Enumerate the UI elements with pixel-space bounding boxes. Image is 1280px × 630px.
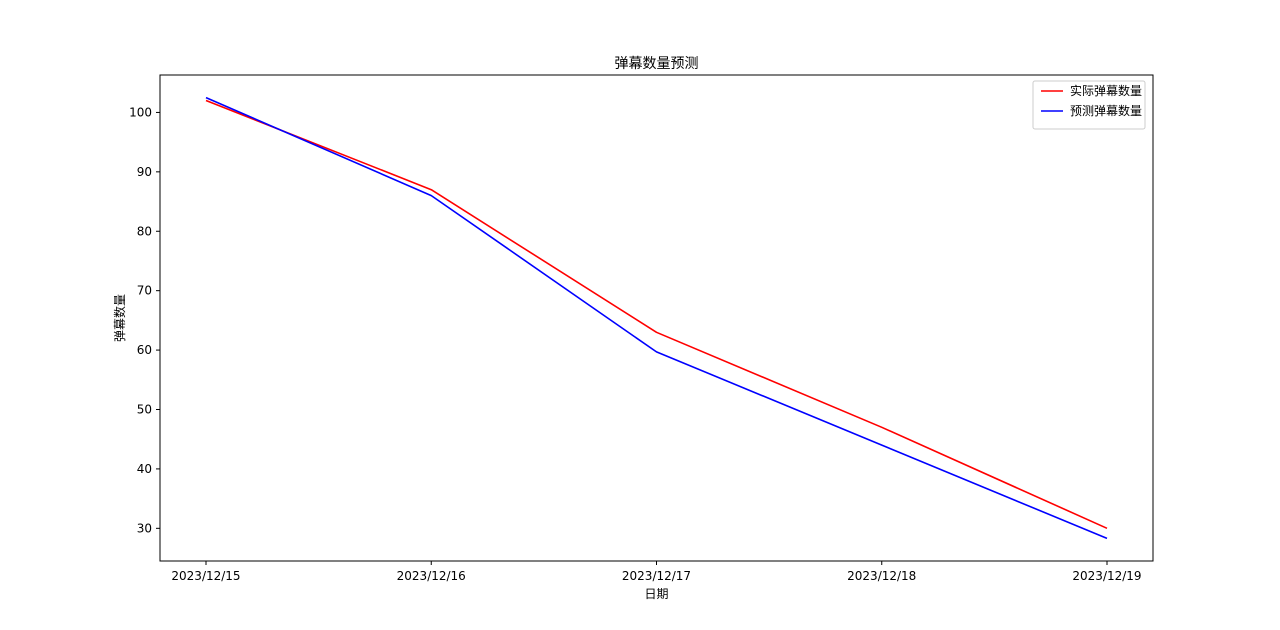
chart-title: 弹幕数量预测	[615, 56, 699, 72]
x-tick-label: 2023/12/18	[847, 569, 916, 583]
legend-label-0: 实际弹幕数量	[1070, 83, 1142, 98]
y-tick-label: 70	[137, 284, 152, 298]
x-tick-label: 2023/12/17	[622, 569, 691, 583]
legend-label-1: 预测弹幕数量	[1070, 103, 1142, 118]
series-line-1	[205, 96, 1108, 540]
ticks-layer: 2023/12/15 2023/12/16 2023/12/17 2023/12/18…	[129, 105, 1141, 583]
plot-area-frame	[159, 74, 1154, 562]
series-line-0	[205, 99, 1108, 530]
y-tick-label: 100	[129, 105, 152, 119]
y-axis-title: 弹幕数量	[112, 294, 127, 342]
x-tick-label: 2023/12/16	[397, 569, 466, 583]
legend-box	[1032, 80, 1146, 130]
x-tick-label: 2023/12/15	[171, 569, 240, 583]
y-tick-label: 90	[137, 165, 152, 179]
y-tick-label: 50	[137, 402, 152, 416]
x-axis-title: 日期	[644, 587, 668, 601]
x-tick-label: 2023/12/19	[1072, 569, 1141, 583]
series-layer	[205, 96, 1108, 540]
y-tick-label: 30	[137, 521, 152, 535]
y-tick-label: 80	[137, 224, 152, 238]
y-tick-label: 40	[137, 462, 152, 476]
y-tick-label: 60	[137, 343, 152, 357]
